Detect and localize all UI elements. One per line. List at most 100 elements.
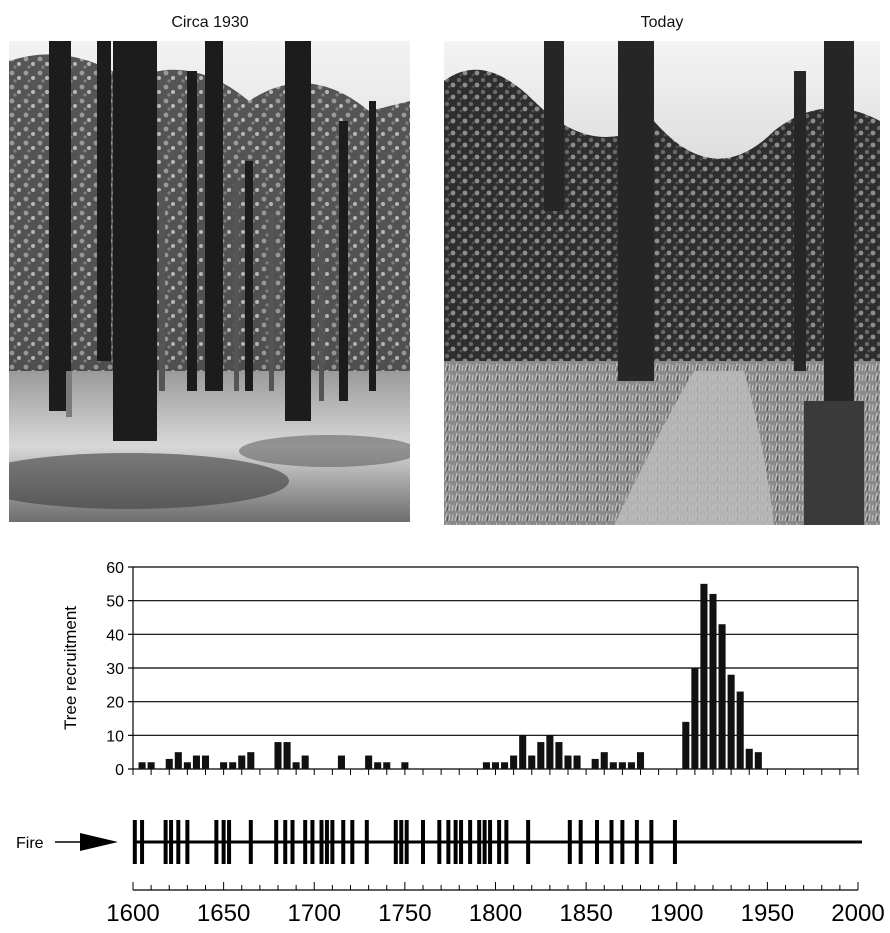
fire-scar-1751 [404,820,409,864]
fire-scar-1786 [468,820,473,864]
year-tick-label-1650: 1650 [197,900,250,927]
bar-1825 [537,742,545,769]
bar-1830 [546,735,554,769]
bar-1855 [591,758,599,769]
gridlines [133,566,858,770]
bar-1610 [147,762,155,769]
year-tick-label-1900: 1900 [650,900,703,927]
bar-1630 [183,762,191,769]
bar-1945 [754,752,762,769]
bar-1905 [682,721,690,769]
fire-scar-1856 [595,820,599,864]
bar-1605 [138,762,146,769]
bar-1930 [727,674,735,769]
fire-scar-1688 [290,820,295,864]
fire-scar-1774 [446,820,451,864]
fire-scar-1721 [350,820,355,864]
fire-scar-1802 [497,820,502,864]
bar-1640 [201,755,210,769]
year-tick-label-1600: 1600 [106,900,159,927]
bar-1910 [691,668,699,769]
fire-scar-1864 [609,820,614,864]
year-tick-label-2000: 2000 [831,900,884,927]
fire-scar-1601 [132,820,137,864]
bar-1875 [627,762,635,769]
bar-1920 [709,593,717,769]
fire-scar-1729 [364,820,369,864]
fire-scar-1653 [227,820,232,864]
bar-1810 [510,755,518,769]
fire-scar-1684 [283,820,288,864]
photo-today [444,41,880,525]
bar-1665 [247,752,255,769]
fire-scar-1818 [526,820,531,864]
bar-1860 [600,752,608,769]
bar-1730 [365,755,373,769]
fire-scar-1878 [634,820,639,864]
bar-1840 [564,755,572,769]
fire-scar-1695 [303,820,308,864]
year-tick-label-1950: 1950 [741,900,794,927]
year-tick-label-1750: 1750 [378,900,431,927]
bar-1750 [401,762,409,769]
fire-scar-1650 [221,820,226,864]
bar-1735 [374,762,382,769]
fire-scar-1806 [504,820,509,864]
y-tick-label-60: 60 [106,560,124,577]
y-axis-label: Tree recruitment [61,606,80,730]
fire-scar-1707 [324,820,329,864]
bar-1880 [636,752,645,769]
bar-1940 [745,748,753,769]
fire-scar-1781 [459,820,464,864]
bar-1795 [482,762,490,769]
year-x-axis: 1600 1650 1700 1750 1800 1850 1900 1950 2000 [106,882,885,927]
year-tick-label-1800: 1800 [469,900,522,927]
bar-1870 [618,762,626,769]
bar-1690 [292,762,300,769]
bar-1805 [501,762,509,769]
fire-scar-1621 [169,820,174,864]
y-tick-label-0: 0 [115,762,124,779]
fire-scar-1899 [672,820,677,864]
bar-1815 [519,735,527,769]
fire-scar-1794 [482,820,487,864]
bar-1680 [274,742,282,769]
y-axis: 0 10 20 30 40 50 60 [106,560,859,779]
bar-1820 [528,755,536,769]
fire-scar-1704 [319,820,324,864]
fire-scar-1769 [437,820,442,864]
bar-1865 [609,762,617,769]
fire-scar-1886 [649,820,654,864]
bar-1915 [700,583,708,769]
fire-scar-1778 [453,820,458,864]
bar-1845 [573,755,581,769]
bar-1635 [192,755,200,769]
bar-1800 [491,762,500,769]
photo-caption-circa-1930: Circa 1930 [171,14,249,31]
fire-scar-1679 [274,820,279,864]
bar-1655 [229,762,237,769]
fire-label: Fire [16,835,44,852]
fire-scar-1618 [163,820,168,864]
y-tick-label-30: 30 [106,661,124,678]
fire-scar-1625 [176,820,181,864]
fire-scar-1745 [393,820,398,864]
y-tick-label-20: 20 [106,695,124,712]
y-tick-label-50: 50 [106,594,124,611]
fire-scar-1748 [399,820,404,864]
fire-scar-1699 [310,820,315,864]
y-tick-label-10: 10 [106,728,124,745]
tree-recruitment-fire-chart: 0 10 20 30 40 50 60 Tree recruitment Fire 1600… [16,560,885,927]
bar-1740 [383,762,391,769]
bar-1620 [165,758,173,769]
bar-1625 [174,752,182,769]
year-tick-label-1700: 1700 [288,900,341,927]
photo-circa-1930 [9,41,410,522]
bar-series [138,583,762,769]
photo-caption-today: Today [640,14,684,31]
recruitment-x-axis [132,769,859,775]
y-tick-label-40: 40 [106,627,124,644]
bar-1685 [283,742,291,769]
bar-1715 [337,755,345,769]
fire-scar-1665 [248,820,253,864]
